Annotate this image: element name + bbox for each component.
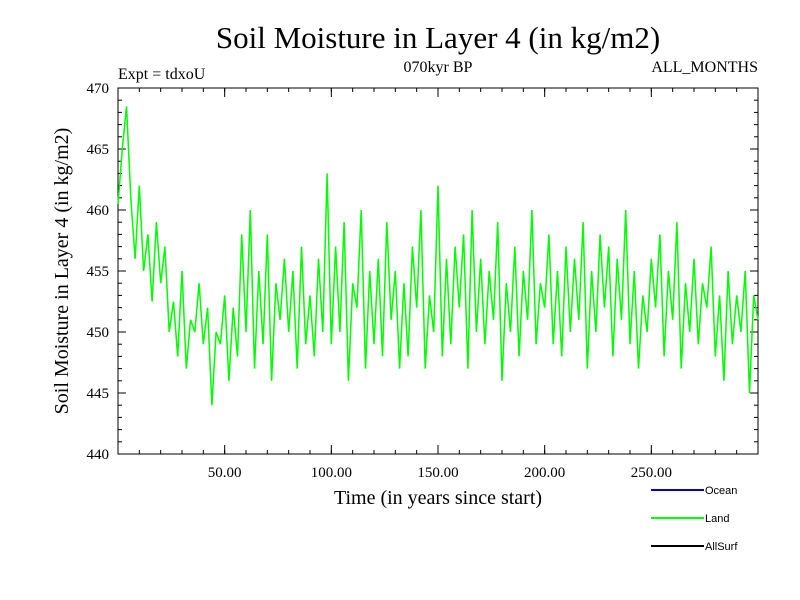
experiment-label: Expt = tdxoU	[118, 66, 206, 83]
x-tick-label: 200.00	[524, 465, 565, 481]
x-tick-label: 50.00	[208, 465, 242, 481]
tick-labels: 440 445 450 455 460 465 470 50.00 100.00 150.00 20…	[87, 81, 672, 481]
major-ticks	[118, 87, 758, 455]
land-series-line	[117, 106, 759, 406]
y-tick-label: 440	[87, 447, 110, 463]
chart-title: Soil Moisture in Layer 4 (in kg/m2)	[216, 20, 660, 55]
y-tick-label: 470	[87, 81, 110, 97]
legend-label-allsurf: AllSurf	[705, 541, 738, 553]
legend-label-ocean: Ocean	[705, 485, 737, 497]
months-label: ALL_MONTHS	[651, 59, 758, 76]
x-axis-label: Time (in years since start)	[334, 487, 542, 509]
legend-label-land: Land	[705, 513, 729, 525]
y-tick-label: 460	[87, 203, 110, 219]
y-axis-label: Soil Moisture in Layer 4 (in kg/m2)	[51, 128, 73, 415]
y-tick-label: 465	[87, 142, 110, 158]
y-tick-label: 445	[87, 386, 110, 402]
x-tick-label: 250.00	[631, 465, 672, 481]
y-tick-label: 450	[87, 325, 110, 341]
plot-frame	[117, 87, 759, 455]
legend: Ocean Land AllSurf	[651, 485, 738, 553]
period-label: 070kyr BP	[404, 59, 473, 76]
x-tick-label: 100.00	[311, 465, 352, 481]
minor-ticks	[117, 87, 759, 455]
y-tick-label: 455	[87, 264, 110, 280]
x-tick-label: 150.00	[417, 465, 458, 481]
